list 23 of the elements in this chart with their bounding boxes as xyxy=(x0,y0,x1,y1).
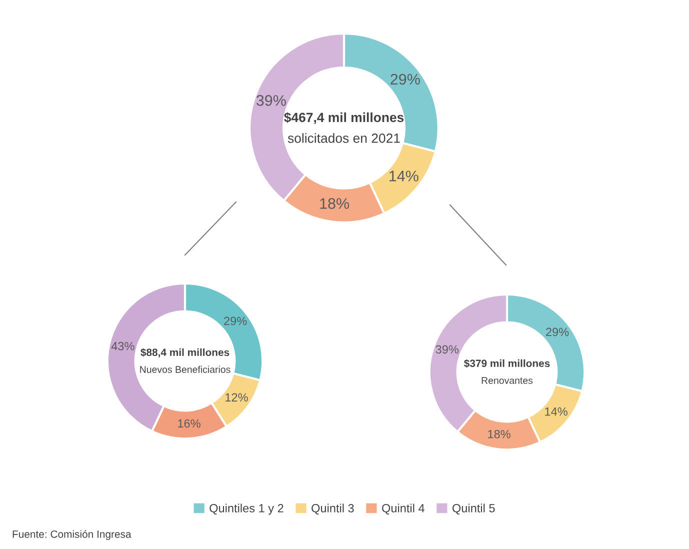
legend-label: Quintil 5 xyxy=(452,504,495,514)
data-label: 12% xyxy=(226,393,248,402)
source-note: Fuente: Comisión Ingresa xyxy=(12,530,132,540)
legend-label: Quintil 3 xyxy=(312,504,354,514)
legend-label: Quintil 4 xyxy=(382,504,424,514)
data-label: 29% xyxy=(546,328,569,336)
legend-label: Quintiles 1 y 2 xyxy=(210,504,284,515)
text: $379 mil millones xyxy=(464,359,550,368)
data-label: 43% xyxy=(111,342,134,350)
data-label: 39% xyxy=(256,95,286,106)
data-label: 14% xyxy=(545,407,568,416)
text: Renovantes xyxy=(482,377,533,384)
data-label: 18% xyxy=(488,430,510,438)
data-label: 29% xyxy=(224,316,247,326)
text: $88,4 mil millones xyxy=(140,348,230,358)
text: Nuevos Beneficiarios xyxy=(140,366,230,373)
text: solicitados en 2021 xyxy=(288,133,400,143)
data-label: 29% xyxy=(390,74,420,85)
data-label: 14% xyxy=(390,170,418,182)
data-label: 39% xyxy=(436,345,459,354)
data-label: 18% xyxy=(320,198,350,209)
data-label: 16% xyxy=(178,419,200,428)
text: $467,4 mil millones xyxy=(284,112,404,124)
